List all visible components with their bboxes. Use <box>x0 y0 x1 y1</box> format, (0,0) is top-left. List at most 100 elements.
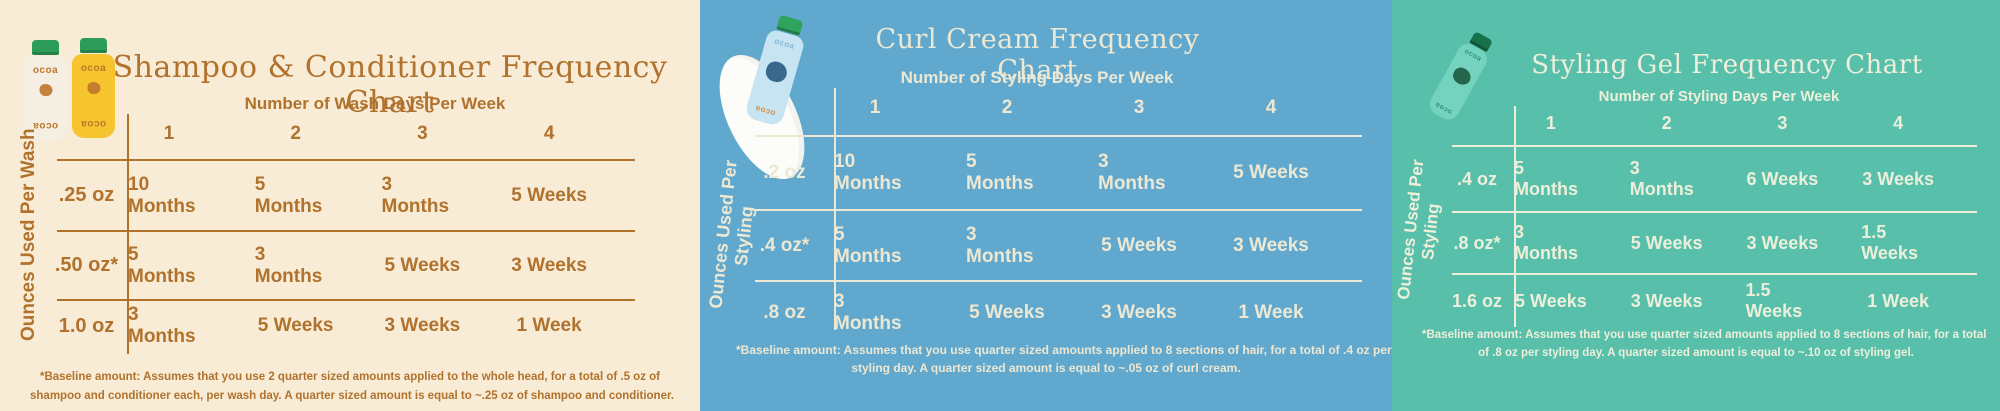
table-cell: 5 Weeks <box>257 315 334 336</box>
row-label: .8 oz <box>763 302 806 323</box>
footnote-line: shampoo and conditioner each, per wash d… <box>30 389 674 402</box>
table-row: .25 oz 10 Months 5 Months 3 Months 5 Wee… <box>45 161 635 230</box>
column-header: 3 <box>417 123 428 144</box>
table-horizontal-divider <box>1452 273 1977 275</box>
column-header: 4 <box>1265 97 1277 118</box>
table-cell: 3 Months <box>381 173 450 217</box>
footnote-line: *Baseline amount: Assumes that you use 2… <box>39 371 661 383</box>
table-cell: 1.5 Weeks <box>1745 280 1803 321</box>
bottle-cap-icon <box>80 38 107 53</box>
shampoo-conditioner-bottles-image: ocoa ocoa ocoa ocoa <box>24 38 116 140</box>
table-horizontal-divider <box>57 159 635 161</box>
table-cell: 1 Week <box>1238 302 1304 323</box>
table-cell: 5 Weeks <box>1515 290 1587 311</box>
table-cell: 3 Weeks <box>384 315 461 336</box>
table-cell: 10 Months <box>834 151 902 194</box>
column-header: 2 <box>1661 112 1672 133</box>
column-header: 1 <box>1545 112 1556 133</box>
panel-title: Shampoo & Conditioner Frequency Chart <box>112 50 668 120</box>
y-axis-title: Ounces Used Per Styling <box>1393 158 1443 301</box>
table-cell: 3 Months <box>834 291 902 334</box>
panel-title: Styling Gel Frequency Chart <box>1531 50 1923 80</box>
row-label: 1.0 oz <box>58 314 115 337</box>
table-cell: 3 Weeks <box>1233 234 1309 256</box>
table-cell: 5 Weeks <box>511 184 587 206</box>
x-axis-title: Number of Styling Days Per Week <box>1598 88 1840 105</box>
brand-label: ocoa <box>773 36 796 51</box>
table-row: .4 oz* 5 Months 3 Months 5 Weeks 3 Weeks <box>735 211 1362 280</box>
table-row: 1.0 oz 3 Months 5 Weeks 3 Weeks 1 Week <box>45 301 635 351</box>
table-cell: 5 Months <box>966 151 1034 194</box>
row-label: .4 oz <box>1456 168 1497 189</box>
conditioner-bottle-icon: ocoa ocoa <box>72 38 115 138</box>
row-label: .50 oz* <box>54 254 119 276</box>
table-cell: 3 Months <box>966 223 1034 267</box>
table-row: .8 oz* 3 Months 5 Weeks 3 Weeks 1.5 Week… <box>1440 213 1977 273</box>
footnote-line: *Baseline amount: Assumes that you use q… <box>1422 329 1987 341</box>
y-axis-title: Ounces Used Per Wash <box>18 128 39 342</box>
table-cell: 3 Weeks <box>1101 302 1177 323</box>
curl-cream-chart-panel: ocoa ocoa Curl Cream Frequency Chart Num… <box>700 0 1392 411</box>
table-cell: 1 Week <box>1867 290 1929 311</box>
table-cell: 6 Weeks <box>1746 168 1819 189</box>
brand-label: ocoa <box>80 63 107 74</box>
table-row: .4 oz 5 Months 3 Months 6 Weeks 3 Weeks <box>1440 147 1977 211</box>
bottle-body: ocoa ocoa <box>24 56 67 140</box>
table-cell: 5 Months <box>834 223 902 267</box>
table-horizontal-divider <box>57 299 635 301</box>
footnote-line: styling day. A quarter sized amount is e… <box>851 361 1241 375</box>
table-cell: 3 Months <box>128 304 196 347</box>
table-row: .2 oz 10 Months 5 Months 3 Months 5 Week… <box>735 137 1362 209</box>
table-vertical-divider <box>1514 106 1516 327</box>
column-header-row: 1 2 3 4 <box>45 112 635 156</box>
row-label: .4 oz* <box>759 234 810 256</box>
table-horizontal-divider <box>57 230 635 232</box>
table-cell: 3 Weeks <box>1630 290 1703 311</box>
table-cell: 5 Weeks <box>1630 232 1703 253</box>
table-cell: 3 Months <box>1629 158 1694 199</box>
bottle-cap-icon <box>32 40 59 55</box>
column-header: 2 <box>290 123 301 144</box>
x-axis-title: Number of Styling Days Per Week <box>900 68 1174 87</box>
label-illustration-icon <box>763 59 790 85</box>
table-cell: 3 Weeks <box>1862 168 1934 189</box>
table-cell: 3 Months <box>1514 222 1578 263</box>
footnote-line: of .8 oz per styling day. A quarter size… <box>1478 346 1914 359</box>
row-label: 1.6 oz <box>1451 290 1503 311</box>
column-header-row: 1 2 3 4 <box>735 88 1362 128</box>
table-cell: 3 Weeks <box>1746 232 1819 253</box>
shampoo-conditioner-chart-panel: ocoa ocoa ocoa ocoa Shampoo & Conditione… <box>0 0 700 411</box>
column-header: 1 <box>163 123 175 144</box>
table-horizontal-divider <box>1452 145 1977 147</box>
table-horizontal-divider <box>755 135 1362 137</box>
table-cell: 3 Weeks <box>511 254 587 276</box>
column-header: 1 <box>869 97 881 118</box>
column-header: 2 <box>1001 97 1013 118</box>
table-cell: 3 Months <box>1098 151 1166 194</box>
label-illustration-icon <box>87 82 100 94</box>
table-vertical-divider <box>127 114 129 354</box>
table-cell: 1 Week <box>516 315 582 336</box>
table-row: .8 oz 3 Months 5 Weeks 3 Weeks 1 Week <box>735 282 1362 344</box>
table-cell: 3 Months <box>254 243 323 287</box>
footnote-line: *Baseline amount: Assumes that you use q… <box>736 343 1392 357</box>
table-cell: 5 Weeks <box>969 302 1045 323</box>
row-label: .25 oz <box>58 184 115 206</box>
table-row: 1.6 oz 5 Weeks 3 Weeks 1.5 Weeks 1 Week <box>1440 275 1977 327</box>
table-horizontal-divider <box>755 209 1362 211</box>
baseline-footnote: *Baseline amount: Assumes that you use q… <box>736 341 1392 377</box>
column-header: 3 <box>1133 97 1145 118</box>
table-cell: 5 Weeks <box>384 254 461 276</box>
column-header: 4 <box>1893 112 1904 133</box>
bottle-body: ocoa ocoa <box>72 54 115 138</box>
table-cell: 5 Weeks <box>1101 234 1177 256</box>
table-cell: 5 Months <box>1514 158 1578 199</box>
label-illustration-icon <box>1449 64 1474 88</box>
table-horizontal-divider <box>755 280 1362 282</box>
row-label: .8 oz* <box>1453 232 1501 253</box>
table-horizontal-divider <box>1452 211 1977 213</box>
column-header-row: 1 2 3 4 <box>1440 104 1977 142</box>
brand-label: ocoa <box>32 65 59 76</box>
styling-gel-chart-panel: ocoa ocoa Styling Gel Frequency Chart Nu… <box>1392 0 2000 411</box>
table-cell: 10 Months <box>128 173 196 217</box>
